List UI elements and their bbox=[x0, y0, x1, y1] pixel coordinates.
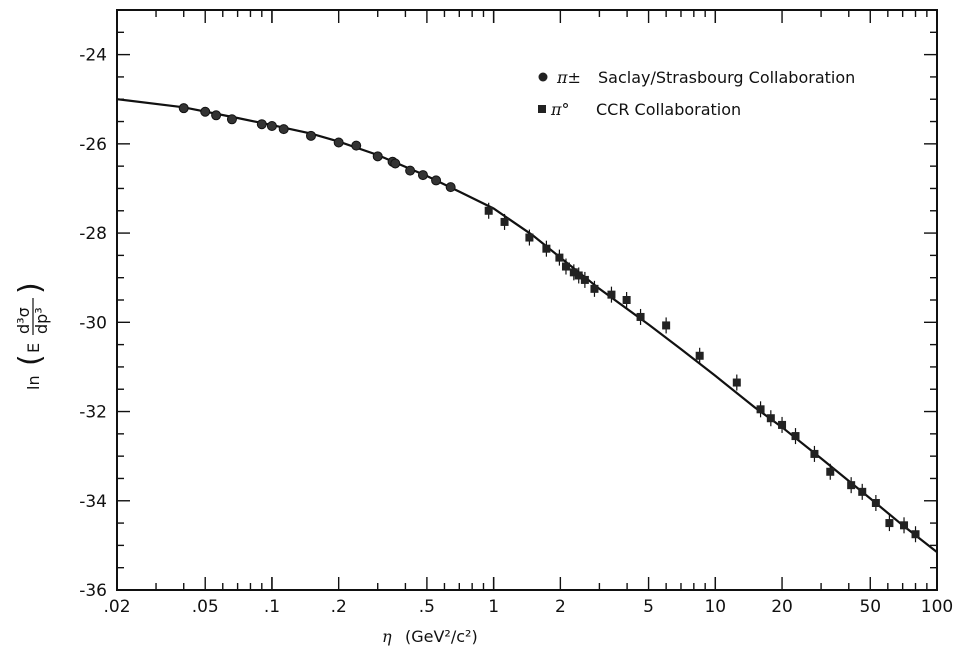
y-axis-func: ln bbox=[24, 375, 43, 390]
legend-symbol-2: π° bbox=[550, 100, 570, 119]
x-tick-label: 2 bbox=[555, 597, 566, 617]
data-point-circle bbox=[305, 130, 316, 141]
data-point-square bbox=[590, 284, 599, 293]
data-point-circle bbox=[390, 158, 401, 169]
x-tick-label: 10 bbox=[704, 597, 726, 617]
data-point-circle bbox=[351, 140, 362, 151]
x-tick-label: 20 bbox=[771, 597, 793, 617]
data-point-circle bbox=[445, 182, 456, 193]
data-point-circle bbox=[278, 124, 289, 135]
fit-curve bbox=[116, 98, 938, 553]
data-point-circle bbox=[431, 175, 442, 186]
data-point-circle bbox=[333, 137, 344, 148]
data-point-square bbox=[607, 290, 616, 299]
data-point-square bbox=[580, 275, 589, 284]
data-point-square bbox=[542, 244, 551, 253]
data-point-square bbox=[911, 530, 920, 539]
x-tick-label: 50 bbox=[859, 597, 881, 617]
data-point-circle bbox=[266, 121, 277, 131]
data-point-square bbox=[858, 487, 867, 496]
data-point-square bbox=[569, 268, 578, 277]
data-point-square bbox=[662, 321, 671, 330]
data-point-circle bbox=[178, 103, 189, 114]
data-point-circle bbox=[226, 114, 237, 125]
data-point-square bbox=[525, 233, 534, 242]
y-axis-paren-close: ) bbox=[13, 282, 48, 294]
data-point-square bbox=[810, 449, 819, 458]
x-axis-title: η (GeV²/c²) bbox=[382, 627, 478, 646]
x-tick-label: 100 bbox=[921, 597, 953, 617]
data-point-square bbox=[500, 217, 509, 226]
x-axis-unit: (GeV²/c²) bbox=[405, 627, 478, 646]
data-point-square bbox=[756, 405, 765, 414]
y-tick-label: -28 bbox=[79, 224, 107, 244]
data-point-square bbox=[636, 312, 645, 321]
data-point-square bbox=[847, 481, 856, 490]
data-point-square bbox=[574, 271, 583, 280]
x-tick-label: 1 bbox=[488, 597, 499, 617]
data-point-circle bbox=[256, 119, 267, 130]
y-tick-label: -30 bbox=[79, 313, 107, 333]
data-point-circle bbox=[372, 151, 383, 162]
x-tick-label: .2 bbox=[331, 597, 347, 617]
data-point-square bbox=[778, 420, 787, 429]
y-tick-label: -32 bbox=[79, 403, 107, 423]
plot-area: -24 -26 -28 -30 -32 -34 -36.02 .05 .1 .2 .5 1 2 5 10 20… bbox=[79, 9, 953, 617]
x-tick-label: .05 bbox=[192, 597, 219, 617]
y-axis-paren-open: ( bbox=[13, 354, 48, 366]
legend-marker-square bbox=[538, 105, 546, 113]
x-axis-symbol: η bbox=[382, 627, 392, 646]
y-tick-label: -24 bbox=[79, 46, 107, 66]
y-tick-label: -36 bbox=[79, 581, 107, 601]
y-axis-denominator: dp³ bbox=[32, 307, 51, 334]
x-tick-label: .1 bbox=[264, 597, 280, 617]
y-tick-label: -34 bbox=[79, 492, 107, 512]
legend-marker-circle bbox=[538, 72, 548, 82]
plot-frame bbox=[116, 9, 938, 591]
data-point-square bbox=[484, 206, 493, 215]
data-point-square bbox=[885, 519, 894, 528]
legend-label-1: Saclay/Strasbourg Collaboration bbox=[598, 68, 855, 87]
data-point-square bbox=[900, 521, 909, 530]
data-point-circle bbox=[200, 106, 211, 117]
data-point-circle bbox=[211, 110, 222, 121]
y-tick-label: -26 bbox=[79, 135, 107, 155]
data-point-square bbox=[871, 499, 880, 507]
legend-symbol-1: π± bbox=[556, 68, 581, 87]
x-tick-label: .02 bbox=[103, 597, 130, 617]
data-point-square bbox=[766, 414, 775, 423]
data-point-square bbox=[695, 351, 704, 360]
x-tick-label: .5 bbox=[419, 597, 435, 617]
data-point-circle bbox=[405, 165, 416, 176]
data-point-square bbox=[622, 296, 631, 304]
y-axis-prefix: E bbox=[24, 343, 43, 353]
y-axis-title: ln ( E d³σ dp³ ) bbox=[13, 282, 51, 390]
data-point-square bbox=[555, 253, 564, 262]
legend: π± Saclay/Strasbourg Collaboration π° CC… bbox=[538, 68, 855, 119]
x-tick-label: 5 bbox=[643, 597, 654, 617]
data-point-square bbox=[561, 262, 570, 271]
data-point-square bbox=[826, 467, 835, 476]
y-axis-numerator: d³σ bbox=[14, 307, 33, 334]
data-point-square bbox=[732, 378, 741, 387]
data-point-circle bbox=[417, 170, 428, 181]
data-point-square bbox=[791, 432, 800, 441]
legend-label-2: CCR Collaboration bbox=[596, 100, 741, 119]
